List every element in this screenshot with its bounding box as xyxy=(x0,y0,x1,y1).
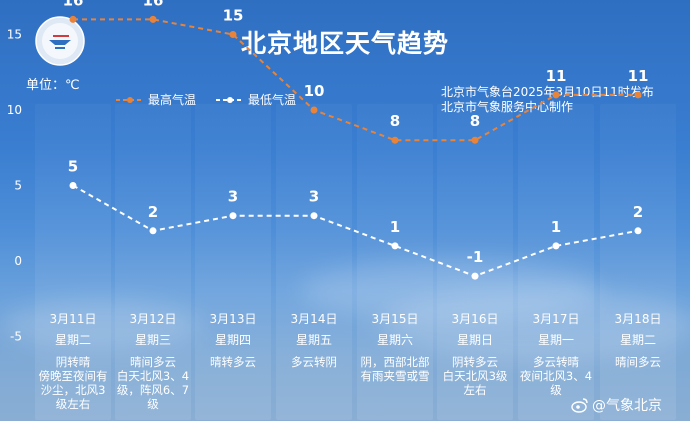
high-temp-label: 16 xyxy=(143,0,164,9)
low-temp-label: 1 xyxy=(551,218,561,236)
low-temp-point xyxy=(149,227,157,235)
unit-label: 单位：℃ xyxy=(26,78,80,93)
high-temp-point xyxy=(149,15,157,23)
weekday-label: 星期日 xyxy=(456,333,493,347)
high-temp-point xyxy=(634,91,642,99)
weekday-label: 星期二 xyxy=(54,333,91,347)
column-background xyxy=(437,104,513,420)
low-temp-label: 1 xyxy=(390,218,400,236)
legend-low: 最低气温 xyxy=(216,91,296,108)
low-temp-point xyxy=(471,272,479,280)
high-temp-point xyxy=(310,106,318,114)
date-label: 3月18日 xyxy=(614,312,662,326)
legend-low-swatch xyxy=(216,96,244,103)
high-temp-label: 15 xyxy=(223,7,244,25)
column-background xyxy=(115,104,191,420)
y-tick-label: -5 xyxy=(10,330,22,344)
high-temp-label: 11 xyxy=(546,67,567,85)
date-label: 3月11日 xyxy=(49,312,97,326)
weekday-label: 星期四 xyxy=(214,333,251,347)
weibo-icon xyxy=(571,398,588,413)
column-background xyxy=(195,104,271,420)
low-temp-label: 2 xyxy=(148,203,158,221)
high-temp-point xyxy=(552,91,560,99)
column-background xyxy=(276,104,352,420)
low-temp-label: 2 xyxy=(633,203,643,221)
date-label: 3月13日 xyxy=(209,312,257,326)
high-temp-point xyxy=(69,15,77,23)
date-label: 3月14日 xyxy=(290,312,338,326)
y-tick-label: 15 xyxy=(7,28,22,42)
low-temp-label: 5 xyxy=(68,158,78,176)
high-temp-label: 8 xyxy=(390,112,400,130)
legend-high-label: 最高气温 xyxy=(148,93,197,107)
weather-description: 晴间多云 白天北风3、4 级，阵风6、7 级 xyxy=(116,355,190,411)
date-label: 3月12日 xyxy=(129,312,177,326)
high-temp-label: 16 xyxy=(63,0,84,9)
weekday-label: 星期五 xyxy=(295,333,332,347)
source-line-1: 北京市气象台2025年3月10日11时发布 xyxy=(441,85,654,99)
date-label: 3月17日 xyxy=(532,312,580,326)
column-background xyxy=(518,104,594,420)
low-temp-point xyxy=(310,212,318,220)
high-temp-point xyxy=(471,136,479,144)
weather-description: 阴转晴 傍晚至夜间有 沙尘，北风3 级左右 xyxy=(38,355,108,411)
weather-description: 晴间多云 xyxy=(615,355,661,369)
y-tick-label: 5 xyxy=(14,179,22,193)
low-temp-point xyxy=(552,242,560,250)
low-temp-point xyxy=(634,227,642,235)
weather-description: 多云转阴 xyxy=(291,355,337,369)
weekday-label: 星期三 xyxy=(134,333,171,347)
weather-description: 阴转多云 白天北风3级 左右 xyxy=(442,355,508,397)
weather-description: 晴转多云 xyxy=(210,355,256,369)
weather-description: 阴，西部北部 有雨夹雪或雪 xyxy=(360,355,430,383)
watermark-text: @气象北京 xyxy=(592,398,662,414)
weather-description: 多云转晴 夜间北风3、4 级 xyxy=(519,355,593,397)
date-label: 3月15日 xyxy=(371,312,419,326)
high-temp-line xyxy=(73,18,638,142)
weekday-label: 星期六 xyxy=(376,333,413,347)
low-temp-point xyxy=(229,212,237,220)
weekday-label: 星期一 xyxy=(537,333,574,347)
low-temp-label: -1 xyxy=(467,248,484,266)
high-temp-label: 10 xyxy=(304,82,325,100)
legend-high: 最高气温 xyxy=(116,91,196,108)
logo-icon xyxy=(35,16,85,66)
low-temp-point xyxy=(69,182,77,189)
date-label: 3月16日 xyxy=(451,312,499,326)
y-tick-label: 10 xyxy=(7,103,22,117)
high-temp-point xyxy=(229,31,237,38)
column-background xyxy=(600,104,676,420)
low-temp-line xyxy=(72,184,639,278)
legend-high-swatch xyxy=(116,96,144,103)
low-temp-label: 3 xyxy=(309,188,319,206)
weekday-label: 星期二 xyxy=(619,333,656,347)
high-temp-label: 8 xyxy=(470,112,480,130)
low-temp-label: 3 xyxy=(228,188,238,206)
high-temp-point xyxy=(391,136,399,144)
low-temp-point xyxy=(391,242,399,250)
column-background xyxy=(35,104,111,420)
watermark: @气象北京 xyxy=(571,395,662,415)
y-tick-label: 0 xyxy=(14,254,22,268)
page-title: 北京地区天气趋势 xyxy=(240,29,449,58)
high-temp-label: 11 xyxy=(628,67,649,85)
legend-low-label: 最低气温 xyxy=(248,93,297,107)
column-background xyxy=(357,104,433,420)
